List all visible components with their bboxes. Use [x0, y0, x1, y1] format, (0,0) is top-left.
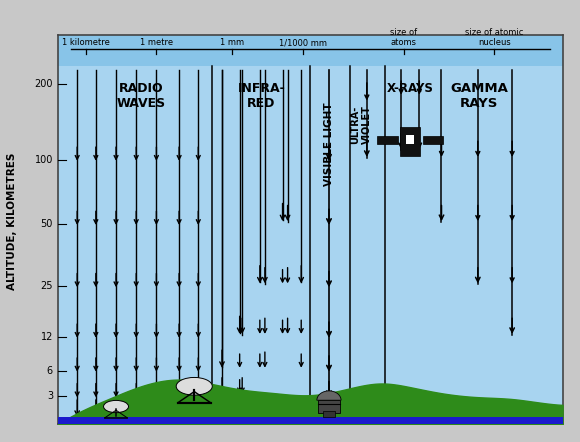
Text: INFRA-
RED: INFRA- RED — [237, 82, 285, 110]
Text: RADIO
WAVES: RADIO WAVES — [117, 82, 166, 110]
Text: ALTITUDE, KILOMETRES: ALTITUDE, KILOMETRES — [6, 152, 17, 290]
Text: 50: 50 — [41, 219, 53, 229]
Wedge shape — [317, 391, 341, 400]
Ellipse shape — [176, 377, 212, 395]
Bar — [318, 400, 340, 413]
Ellipse shape — [104, 400, 129, 413]
Text: 1 kilometre: 1 kilometre — [62, 38, 110, 47]
Bar — [323, 412, 335, 417]
Text: 1 metre: 1 metre — [140, 38, 173, 47]
Bar — [423, 137, 443, 144]
Bar — [58, 416, 563, 432]
Text: VISIBLE LIGHT: VISIBLE LIGHT — [324, 103, 334, 186]
Text: 12: 12 — [41, 332, 53, 342]
Text: 3: 3 — [47, 391, 53, 401]
Text: 100: 100 — [35, 155, 53, 165]
Text: 6: 6 — [47, 366, 53, 376]
Text: X-RAYS: X-RAYS — [387, 82, 434, 95]
Bar — [400, 127, 420, 156]
Text: 1 mm: 1 mm — [220, 38, 244, 47]
Text: size of
atoms: size of atoms — [390, 28, 417, 47]
Text: 25: 25 — [41, 281, 53, 291]
Text: GAMMA
RAYS: GAMMA RAYS — [451, 82, 508, 110]
Text: size of atomic
nucleus: size of atomic nucleus — [465, 28, 524, 47]
Bar — [406, 134, 414, 144]
Bar — [58, 35, 563, 66]
Text: 200: 200 — [34, 79, 53, 89]
Text: 1/1000 mm: 1/1000 mm — [279, 38, 327, 47]
Bar — [378, 137, 398, 144]
Text: ULTRA-
VIOLET: ULTRA- VIOLET — [350, 105, 372, 144]
